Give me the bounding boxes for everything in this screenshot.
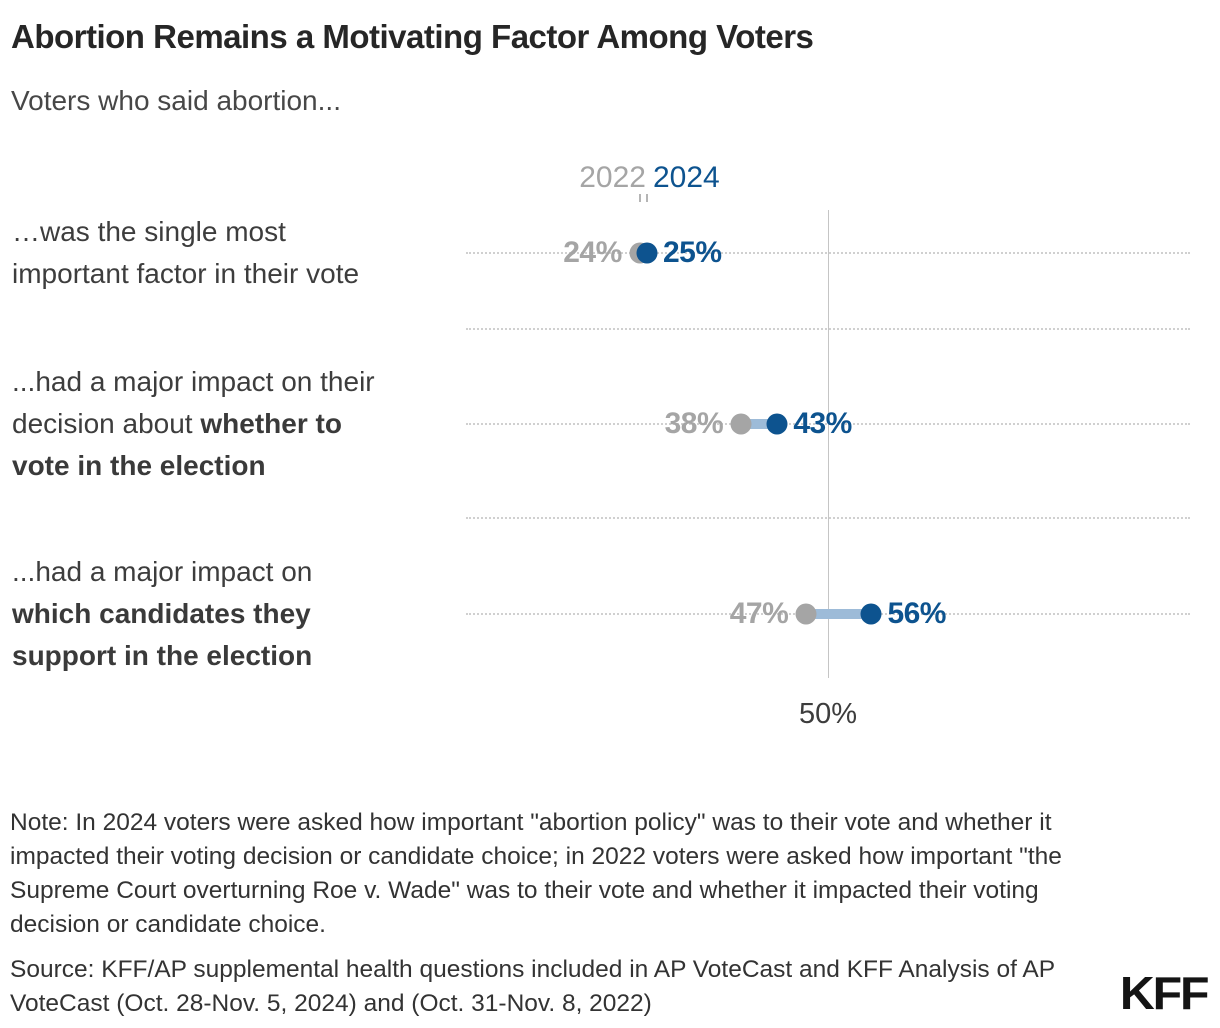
data-point-2024 — [766, 413, 788, 435]
category-label-line: which candidates they — [12, 598, 311, 629]
reference-line-50pct — [828, 210, 829, 678]
dumbbell-connector — [741, 419, 778, 429]
reference-line-label: 50% — [798, 698, 858, 730]
dumbbell-connector — [806, 609, 872, 619]
category-label-line: support in the election — [12, 640, 313, 671]
legend-leader-tick-2022 — [638, 194, 641, 202]
chart-subtitle: Voters who said abortion... — [11, 85, 341, 116]
chart-source: Source: KFF/AP supplemental health quest… — [10, 956, 1055, 1017]
legend-leader-tick-2024 — [646, 194, 648, 202]
category-label-line: decision about whether to — [12, 408, 342, 439]
category-label-line: …was the single most — [12, 216, 286, 247]
category-label-single-most-important: …was the single most important factor in… — [12, 211, 482, 295]
category-label-line: ...had a major impact on — [12, 556, 313, 587]
value-label-2022: 47% — [729, 597, 789, 630]
data-point-2024 — [860, 603, 882, 625]
category-label-line: important factor in their vote — [12, 258, 360, 289]
value-label-2024: 25% — [663, 236, 722, 269]
category-label-line: ...had a major impact on their — [12, 366, 375, 397]
legend-label-2022: 2022 — [579, 161, 646, 194]
value-label-2022: 24% — [563, 236, 622, 269]
category-label-line: vote in the election — [12, 450, 266, 481]
value-label-2024: 43% — [793, 407, 852, 440]
kff-logo: KFF — [1119, 967, 1209, 1019]
category-label-which-candidates: ...had a major impact on which candidate… — [12, 551, 482, 677]
chart-note: Note: In 2024 voters were asked how impo… — [10, 809, 1062, 938]
chart-legend: 2022 2024 — [0, 161, 1220, 201]
value-label-2022: 38% — [664, 407, 724, 440]
data-point-2022 — [795, 603, 817, 625]
chart-title: Abortion Remains a Motivating Factor Amo… — [11, 18, 814, 55]
value-label-2024: 56% — [887, 597, 946, 630]
category-label-whether-to-vote: ...had a major impact on their decision … — [12, 361, 482, 487]
legend-label-2024: 2024 — [653, 161, 720, 194]
data-point-2022 — [730, 413, 752, 435]
data-point-2024 — [636, 242, 658, 264]
